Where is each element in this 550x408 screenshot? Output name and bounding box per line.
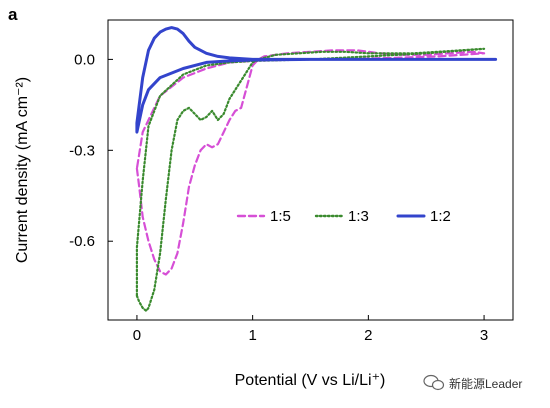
legend-label: 1:5 <box>270 208 291 225</box>
axis-ticks: 0 1 2 3 0.0 -0.3 -0.6 <box>69 51 488 344</box>
legend-label: 1:3 <box>348 208 369 225</box>
series-line-1-5 <box>135 49 486 276</box>
y-tick-label: -0.6 <box>69 233 95 250</box>
legend-label: 1:2 <box>430 208 451 225</box>
y-axis-title: Current density (mA cm⁻²) <box>14 77 31 263</box>
y-tick-label: 0.0 <box>74 51 95 68</box>
x-tick-label: 1 <box>248 327 256 344</box>
plot-frame <box>107 19 514 321</box>
x-tick-label: 0 <box>133 327 141 344</box>
x-tick-label: 3 <box>480 327 488 344</box>
series-line-1-2 <box>135 26 498 134</box>
legend: 1:5 1:3 1:2 <box>236 208 451 225</box>
watermark: 新能源Leader <box>423 374 522 391</box>
panel-label: a <box>8 5 18 24</box>
wechat-icon <box>423 374 445 391</box>
x-tick-label: 2 <box>364 327 372 344</box>
y-tick-label: -0.3 <box>69 142 95 159</box>
watermark-text: 新能源Leader <box>449 376 522 391</box>
series-layer <box>135 26 498 312</box>
x-axis-title: Potential (V vs Li/Li⁺) <box>235 372 386 389</box>
series-line-1-3 <box>135 47 486 312</box>
